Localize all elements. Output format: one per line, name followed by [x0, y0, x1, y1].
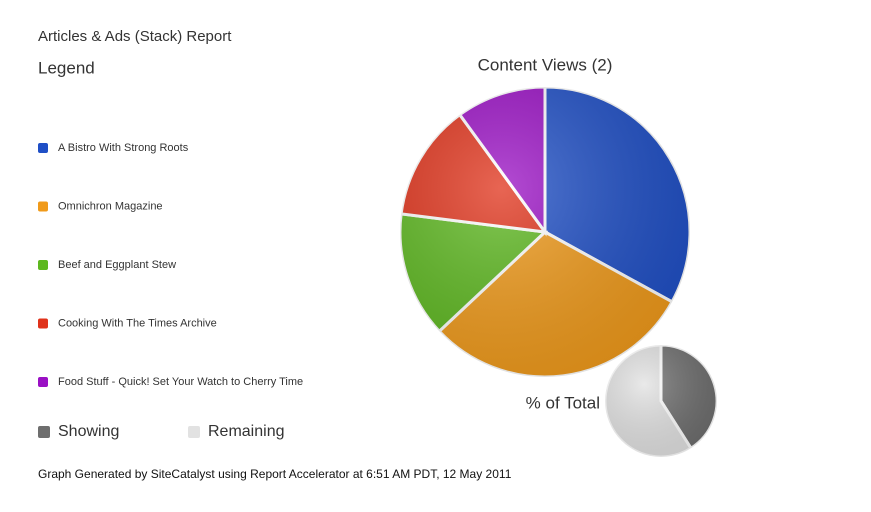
legend-label: Food Stuff - Quick! Set Your Watch to Ch… — [58, 376, 303, 388]
legend-label: A Bistro With Strong Roots — [58, 142, 189, 154]
legend-label: Showing — [58, 423, 119, 440]
legend-swatch — [38, 143, 48, 153]
footer: Graph Generated by SiteCatalyst using Re… — [38, 467, 512, 481]
legend-swatch — [38, 318, 48, 329]
chart-title: % of Total — [526, 393, 600, 412]
legend-swatch — [188, 426, 200, 438]
legend-swatch — [38, 426, 50, 438]
legend-label: Remaining — [208, 423, 284, 440]
report-title: Articles & Ads (Stack) Report — [38, 28, 232, 45]
legend-label: Beef and Eggplant Stew — [58, 259, 176, 271]
legend-label: Cooking With The Times Archive — [58, 317, 217, 329]
legend-swatch — [38, 377, 48, 387]
legend-swatch — [38, 201, 48, 212]
legend-label: Omnichron Magazine — [58, 200, 163, 212]
chart-title: Content Views (2) — [478, 55, 613, 74]
legend-swatch — [38, 260, 48, 270]
legend-title: Legend — [38, 58, 95, 77]
